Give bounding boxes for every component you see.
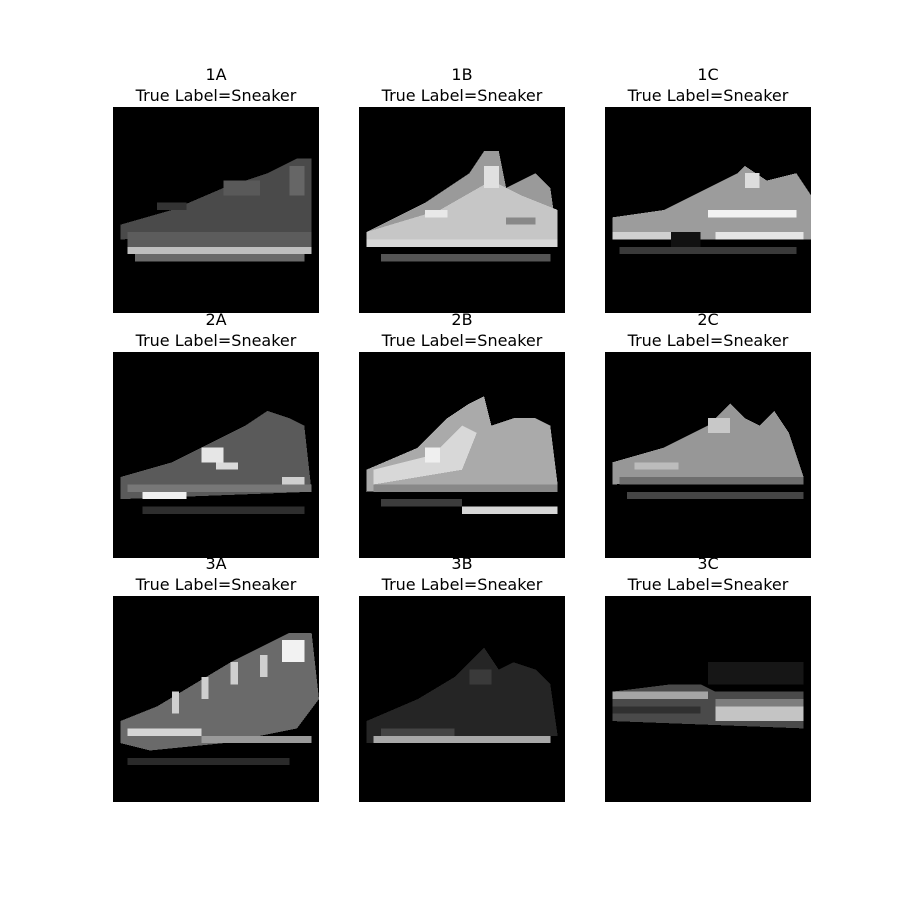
panel-label: True Label=Sneaker [135, 86, 297, 105]
panel-id: 2C [697, 310, 719, 329]
panel-id: 1C [697, 65, 719, 84]
sneaker-image [359, 596, 565, 802]
sneaker-image [605, 107, 811, 313]
panel-caption: 2B True Label=Sneaker [359, 309, 565, 351]
sneaker-image [113, 596, 319, 802]
panel-2A: 2A True Label=Sneaker [113, 309, 319, 558]
sneaker-image [113, 352, 319, 558]
panel-caption: 1C True Label=Sneaker [605, 64, 811, 106]
panel-2C: 2C True Label=Sneaker [605, 309, 811, 558]
panel-id: 2B [451, 310, 473, 329]
panel-label: True Label=Sneaker [627, 575, 789, 594]
panel-label: True Label=Sneaker [381, 331, 543, 350]
panel-id: 3C [697, 554, 719, 573]
sneaker-image [605, 352, 811, 558]
panel-label: True Label=Sneaker [627, 331, 789, 350]
panel-3B: 3B True Label=Sneaker [359, 553, 565, 802]
sneaker-image [605, 596, 811, 802]
panel-label: True Label=Sneaker [381, 86, 543, 105]
panel-1C: 1C True Label=Sneaker [605, 64, 811, 313]
panel-id: 2A [205, 310, 227, 329]
panel-caption: 2C True Label=Sneaker [605, 309, 811, 351]
sneaker-image [359, 352, 565, 558]
panel-label: True Label=Sneaker [627, 86, 789, 105]
panel-id: 1B [451, 65, 473, 84]
panel-caption: 3B True Label=Sneaker [359, 553, 565, 595]
panel-caption: 1B True Label=Sneaker [359, 64, 565, 106]
sneaker-image [359, 107, 565, 313]
panel-caption: 1A True Label=Sneaker [113, 64, 319, 106]
panel-1A: 1A True Label=Sneaker [113, 64, 319, 313]
panel-2B: 2B True Label=Sneaker [359, 309, 565, 558]
panel-caption: 2A True Label=Sneaker [113, 309, 319, 351]
panel-caption: 3C True Label=Sneaker [605, 553, 811, 595]
panel-3A: 3A True Label=Sneaker [113, 553, 319, 802]
panel-label: True Label=Sneaker [381, 575, 543, 594]
panel-caption: 3A True Label=Sneaker [113, 553, 319, 595]
panel-id: 3A [205, 554, 227, 573]
panel-id: 3B [451, 554, 473, 573]
panel-label: True Label=Sneaker [135, 575, 297, 594]
panel-3C: 3C True Label=Sneaker [605, 553, 811, 802]
panel-id: 1A [205, 65, 227, 84]
sneaker-image [113, 107, 319, 313]
panel-1B: 1B True Label=Sneaker [359, 64, 565, 313]
panel-label: True Label=Sneaker [135, 331, 297, 350]
